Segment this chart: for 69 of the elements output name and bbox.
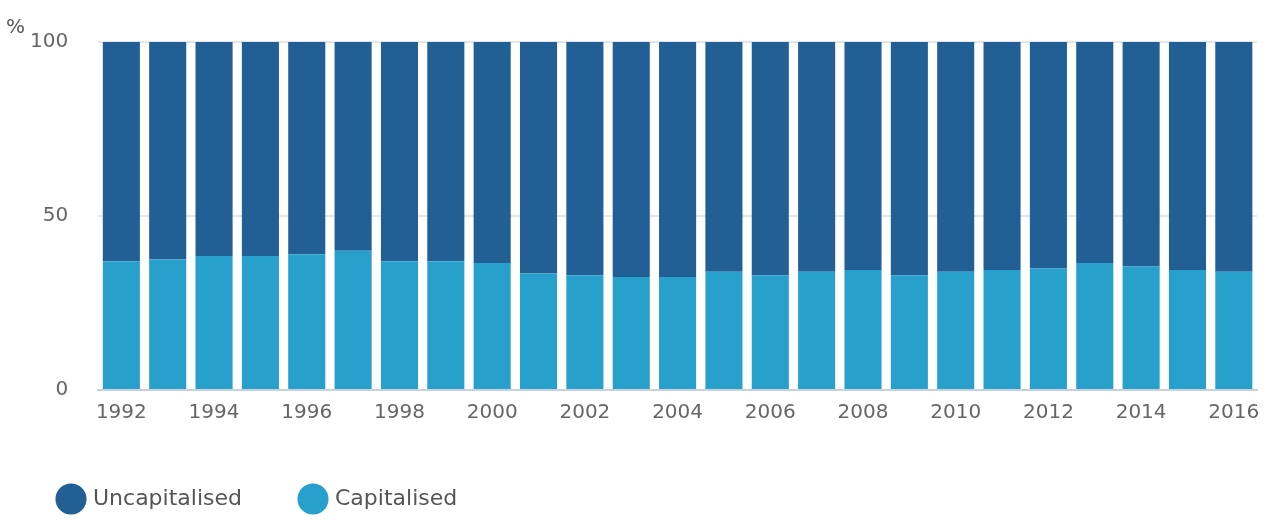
bar — [102, 42, 140, 262]
bar — [1168, 269, 1207, 389]
bar — [241, 256, 279, 389]
x-tick-label: 2004 — [652, 399, 704, 424]
y-tick-label: 50 — [42, 202, 69, 227]
bar — [1029, 42, 1067, 269]
bar — [612, 42, 650, 277]
bar — [659, 42, 697, 277]
bar — [1122, 266, 1160, 389]
x-tick-label: 2008 — [837, 399, 889, 424]
bar — [937, 42, 975, 272]
bar — [844, 269, 882, 389]
bar — [334, 42, 372, 251]
bar — [1215, 271, 1253, 389]
bar — [288, 42, 326, 255]
x-tick-label: 1998 — [374, 399, 425, 424]
bar — [983, 269, 1021, 389]
bar — [798, 271, 836, 389]
bar — [473, 42, 511, 263]
bar — [427, 261, 465, 389]
bar — [288, 254, 326, 389]
bar — [473, 262, 511, 389]
bar — [751, 275, 789, 389]
bar — [149, 259, 187, 389]
bar — [705, 271, 743, 389]
x-tick-label: 2012 — [1022, 399, 1074, 424]
bar — [844, 42, 882, 270]
x-tick-label: 2014 — [1115, 399, 1167, 424]
bar — [566, 275, 604, 389]
bar — [1029, 268, 1067, 389]
bar — [334, 250, 372, 389]
bar — [241, 42, 279, 257]
x-tick-label: 1994 — [188, 399, 240, 424]
x-tick-label: 2002 — [559, 399, 611, 424]
x-tick-label: 1992 — [95, 399, 147, 424]
bar — [798, 42, 836, 272]
bar — [1076, 42, 1114, 263]
bar — [937, 271, 975, 389]
bar — [1168, 42, 1207, 270]
bar — [1122, 42, 1160, 267]
legend-label: Capitalised — [334, 484, 458, 510]
bar — [380, 261, 419, 389]
bar — [1215, 42, 1253, 272]
bar — [149, 42, 187, 260]
bar — [890, 275, 928, 389]
bar — [195, 42, 233, 257]
y-tick-label: 0 — [55, 376, 69, 401]
bar — [659, 276, 697, 389]
bar — [427, 42, 465, 262]
x-tick-label: 2000 — [466, 399, 518, 424]
bar — [705, 42, 743, 272]
bar — [983, 42, 1021, 270]
bar — [195, 256, 233, 389]
bar — [102, 261, 140, 389]
x-tick-label: 1996 — [281, 399, 333, 424]
bar — [519, 42, 558, 274]
bar — [380, 42, 419, 262]
legend-label: Uncapitalised — [93, 484, 242, 510]
bar — [1076, 262, 1114, 389]
y-axis-title: % — [6, 14, 26, 39]
bar — [751, 42, 789, 276]
x-tick-label: 2016 — [1208, 399, 1260, 424]
bar — [890, 42, 928, 276]
bar — [519, 273, 558, 389]
bar — [612, 276, 650, 389]
x-tick-label: 2010 — [930, 399, 982, 424]
x-tick-label: 2006 — [744, 399, 796, 424]
bar — [566, 42, 604, 276]
y-tick-label: 100 — [29, 28, 69, 53]
